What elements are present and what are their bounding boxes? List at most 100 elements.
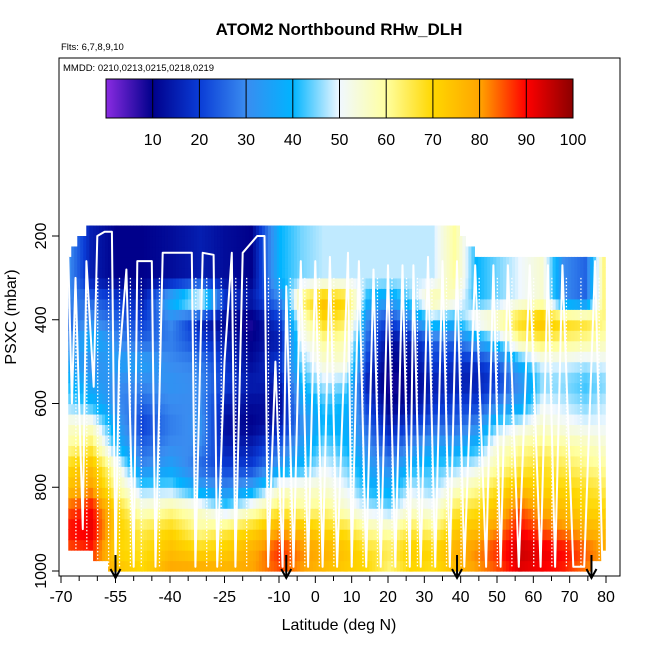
heatmap-cell bbox=[456, 236, 460, 248]
heatmap-cell bbox=[462, 298, 466, 310]
heatmap-cell bbox=[197, 330, 201, 342]
heatmap-cell bbox=[273, 466, 278, 478]
heatmap-cell bbox=[362, 298, 366, 310]
heatmap-cell bbox=[337, 361, 342, 373]
heatmap-cell bbox=[199, 560, 203, 572]
heatmap-cell bbox=[391, 225, 395, 237]
heatmap-cell bbox=[249, 382, 254, 394]
heatmap-cell bbox=[465, 539, 469, 551]
heatmap-cell bbox=[167, 393, 172, 405]
heatmap-cell bbox=[121, 382, 126, 394]
heatmap-cell bbox=[493, 539, 497, 551]
heatmap-cell bbox=[381, 298, 385, 310]
heatmap-cell bbox=[306, 393, 311, 405]
heatmap-cell bbox=[446, 424, 451, 436]
heatmap-cell bbox=[102, 246, 106, 258]
heatmap-cell bbox=[353, 455, 357, 467]
heatmap-cell bbox=[176, 455, 180, 467]
heatmap-cell bbox=[197, 560, 201, 572]
heatmap-cell bbox=[462, 246, 466, 258]
heatmap-cell bbox=[155, 403, 160, 415]
heatmap-cell bbox=[220, 277, 224, 289]
heatmap-cell bbox=[306, 309, 311, 321]
heatmap-cell bbox=[74, 246, 78, 258]
heatmap-cell bbox=[427, 487, 432, 499]
heatmap-cell bbox=[312, 424, 317, 436]
heatmap-cell bbox=[208, 434, 212, 446]
heatmap-cell bbox=[102, 330, 106, 342]
heatmap-cell bbox=[328, 539, 333, 551]
heatmap-cell bbox=[236, 288, 241, 300]
heatmap-cell bbox=[77, 288, 81, 300]
heatmap-cell bbox=[211, 340, 215, 352]
heatmap-cell bbox=[303, 529, 308, 541]
heatmap-cell bbox=[68, 497, 72, 509]
heatmap-cell bbox=[245, 288, 250, 300]
heatmap-cell bbox=[199, 529, 203, 541]
heatmap-cell bbox=[344, 539, 348, 551]
heatmap-cell bbox=[108, 340, 112, 352]
heatmap-cell bbox=[118, 236, 123, 248]
heatmap-cell bbox=[493, 403, 497, 415]
heatmap-cell bbox=[130, 246, 135, 258]
heatmap-cell bbox=[211, 487, 215, 499]
heatmap-cell bbox=[255, 413, 260, 426]
heatmap-cell bbox=[478, 434, 482, 446]
heatmap-cell bbox=[449, 256, 454, 269]
heatmap-cell bbox=[431, 330, 436, 342]
heatmap-cell bbox=[176, 236, 180, 248]
heatmap-cell bbox=[71, 319, 75, 331]
heatmap-cell bbox=[86, 382, 90, 394]
heatmap-cell bbox=[397, 550, 401, 562]
heatmap-cell bbox=[220, 340, 224, 352]
heatmap-cell bbox=[83, 256, 87, 269]
heatmap-cell bbox=[468, 267, 472, 279]
heatmap-cell bbox=[161, 550, 166, 562]
heatmap-cell bbox=[258, 476, 263, 488]
heatmap-cell bbox=[127, 487, 132, 499]
heatmap-cell bbox=[111, 413, 115, 426]
heatmap-cell bbox=[440, 518, 445, 530]
heatmap-cell bbox=[415, 236, 420, 248]
heatmap-cell bbox=[140, 309, 145, 321]
heatmap-cell bbox=[412, 267, 417, 279]
heatmap-cell bbox=[334, 466, 339, 478]
heatmap-cell bbox=[424, 267, 429, 279]
heatmap-cell bbox=[202, 288, 206, 300]
heatmap-cell bbox=[431, 319, 436, 331]
heatmap-cell bbox=[194, 330, 198, 342]
heatmap-cell bbox=[121, 476, 126, 488]
heatmap-cell bbox=[115, 319, 120, 331]
heatmap-cell bbox=[224, 277, 229, 289]
heatmap-cell bbox=[264, 298, 269, 310]
heatmap-cell bbox=[155, 550, 160, 562]
heatmap-cell bbox=[475, 560, 479, 572]
heatmap-cell bbox=[412, 361, 417, 373]
heatmap-cell bbox=[208, 487, 212, 499]
heatmap-cell bbox=[208, 340, 212, 352]
heatmap-cell bbox=[400, 560, 404, 572]
heatmap-cell bbox=[397, 539, 401, 551]
heatmap-cell bbox=[303, 330, 308, 342]
heatmap-cell bbox=[249, 518, 254, 530]
heatmap-cell bbox=[185, 256, 189, 269]
heatmap-cell bbox=[105, 413, 109, 426]
heatmap-cell bbox=[140, 319, 145, 331]
heatmap-cell bbox=[369, 288, 373, 300]
heatmap-cell bbox=[366, 351, 370, 363]
heatmap-cell bbox=[170, 256, 174, 269]
heatmap-cell bbox=[484, 277, 488, 289]
heatmap-cell bbox=[261, 455, 266, 467]
heatmap-cell bbox=[118, 225, 123, 237]
heatmap-cell bbox=[83, 236, 87, 248]
heatmap-cell bbox=[155, 309, 160, 321]
heatmap-cell bbox=[77, 330, 81, 342]
heatmap-cell bbox=[331, 256, 336, 269]
heatmap-cell bbox=[71, 256, 75, 269]
heatmap-cell bbox=[300, 256, 305, 269]
heatmap-cell bbox=[155, 413, 160, 426]
heatmap-cell bbox=[306, 256, 311, 269]
heatmap-cell bbox=[233, 413, 238, 426]
heatmap-cell bbox=[130, 455, 135, 467]
heatmap-cell bbox=[362, 539, 366, 551]
